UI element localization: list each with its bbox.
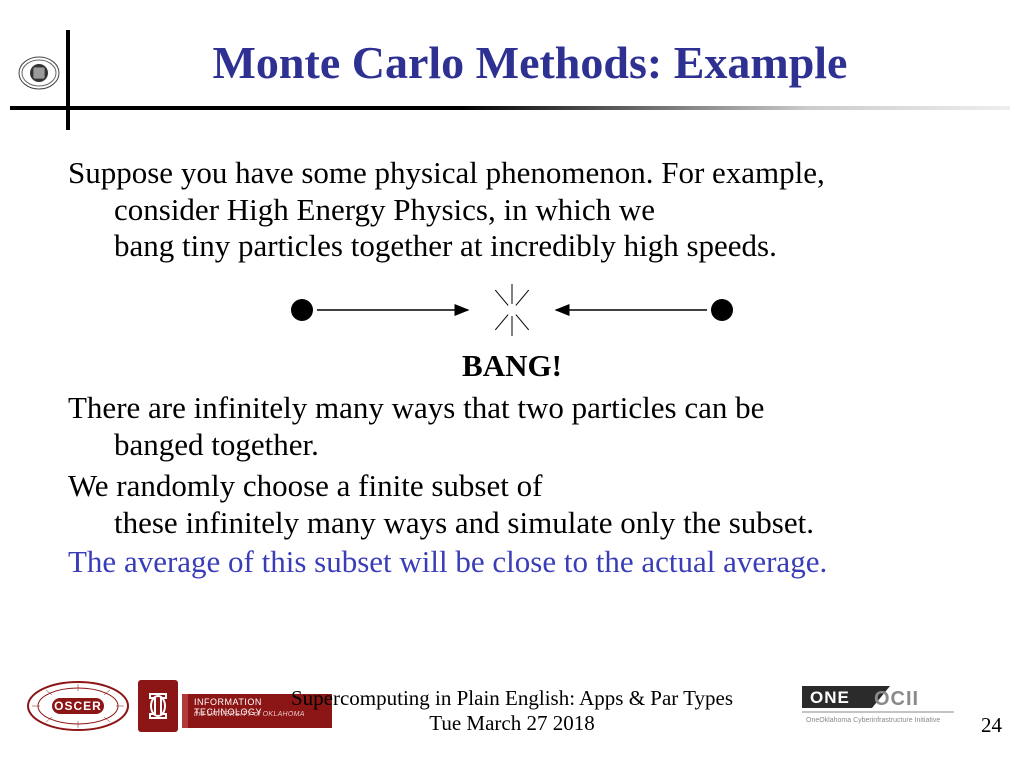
paragraph-2: There are infinitely many ways that two … (68, 390, 968, 463)
footer-line2: Tue March 27 2018 (429, 711, 594, 735)
p1-line2: consider High Energy Physics, in which w… (68, 192, 968, 229)
paragraph-4: The average of this subset will be close… (68, 544, 988, 581)
p2-line2: banged together. (68, 427, 968, 464)
footer-title: Supercomputing in Plain English: Apps & … (0, 686, 1024, 736)
p1-line3: bang tiny particles together at incredib… (68, 228, 968, 265)
slide: Monte Carlo Methods: Example Suppose you… (0, 0, 1024, 768)
medallion-icon (18, 52, 60, 94)
slide-title: Monte Carlo Methods: Example (80, 36, 980, 89)
p3-line2: these infinitely many ways and simulate … (68, 505, 968, 542)
p1-line1: Suppose you have some physical phenomeno… (68, 155, 825, 190)
title-rule-horizontal (10, 106, 1010, 110)
bang-label: BANG! (0, 348, 1024, 384)
slide-number: 24 (981, 713, 1002, 738)
p3-line1: We randomly choose a finite subset of (68, 468, 542, 503)
paragraph-3: We randomly choose a finite subset of th… (68, 468, 968, 541)
title-rule-vertical (66, 30, 70, 130)
p2-line1: There are infinitely many ways that two … (68, 390, 764, 425)
paragraph-1: Suppose you have some physical phenomeno… (68, 155, 968, 265)
footer-line1: Supercomputing in Plain English: Apps & … (291, 686, 733, 710)
collision-diagram (0, 282, 1024, 343)
